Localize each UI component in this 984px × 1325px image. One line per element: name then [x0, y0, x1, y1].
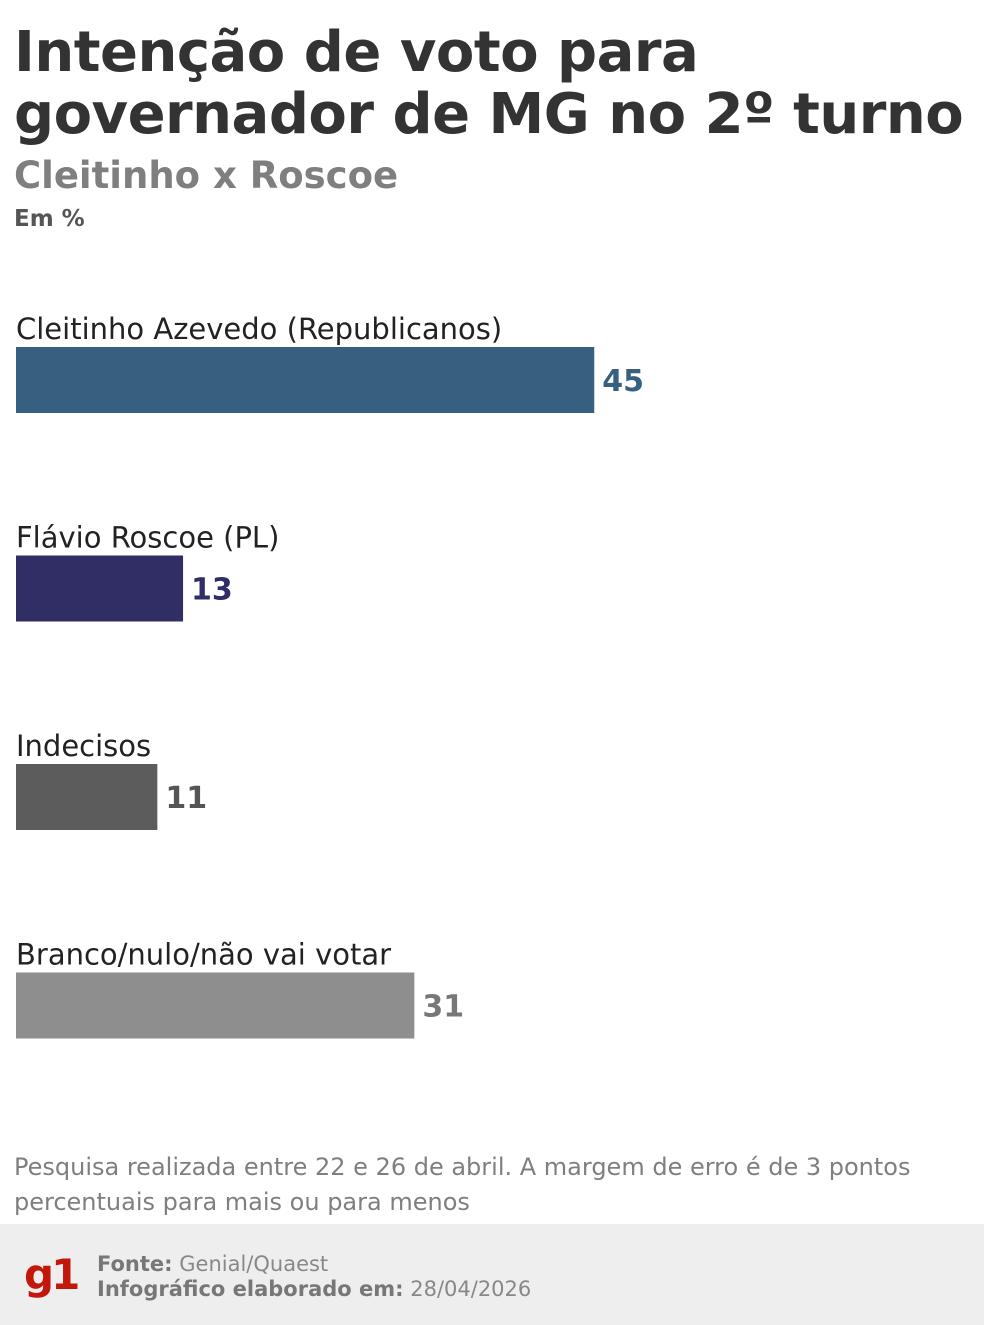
bar — [16, 972, 415, 1039]
category-label: Flávio Roscoe (PL) — [16, 521, 279, 555]
source-value: Genial/Quaest — [179, 1252, 329, 1276]
bar — [16, 347, 595, 413]
g1-logo: g1 — [24, 1250, 80, 1299]
source-label: Fonte: — [97, 1252, 173, 1276]
category-label: Branco/nulo/não vai votar — [16, 938, 391, 972]
value-label: 13 — [191, 573, 233, 608]
unit-label: Em % — [14, 206, 85, 232]
category-label: Cleitinho Azevedo (Republicanos) — [16, 312, 502, 346]
chart-subtitle: Cleitinho x Roscoe — [14, 154, 399, 197]
value-label: 11 — [165, 781, 207, 816]
footer: g1 Fonte: Genial/Quaest Infográfico elab… — [0, 1224, 984, 1325]
made-line: Infográfico elaborado em: 28/04/2026 — [97, 1275, 531, 1303]
made-label: Infográfico elaborado em: — [97, 1277, 404, 1301]
source-line: Fonte: Genial/Quaest — [97, 1250, 328, 1278]
chart-title: Intenção de voto para governador de MG n… — [14, 20, 964, 147]
value-label: 45 — [602, 364, 644, 399]
category-label: Indecisos — [16, 729, 151, 763]
value-label: 31 — [422, 990, 464, 1025]
footnote: Pesquisa realizada entre 22 e 26 de abri… — [14, 1153, 911, 1216]
made-value: 28/04/2026 — [410, 1277, 532, 1301]
bar — [16, 764, 158, 830]
bar — [16, 555, 184, 622]
bar-chart: Cleitinho Azevedo (Republicanos) 45 Flávio… — [16, 312, 644, 1039]
